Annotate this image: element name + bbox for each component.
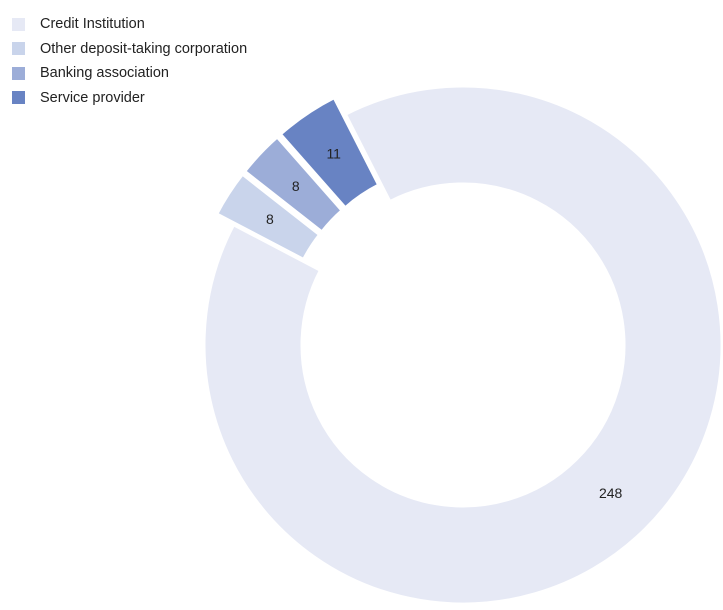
legend-item-credit-institution[interactable]: Credit Institution — [12, 12, 247, 37]
data-label: 8 — [292, 178, 300, 194]
pie-slice-credit-institution[interactable] — [202, 84, 723, 606]
legend-label: Banking association — [40, 65, 169, 82]
legend-swatch — [12, 17, 25, 31]
data-label: 8 — [266, 211, 274, 227]
chart-legend: Credit Institution Other deposit-taking … — [12, 12, 247, 110]
legend-label: Service provider — [40, 89, 145, 106]
pie-slice-other-deposit-taking-corporation[interactable] — [214, 172, 322, 262]
legend-label: Other deposit-taking corporation — [40, 40, 248, 57]
pie-slice-service-provider[interactable] — [278, 95, 381, 210]
data-label: 248 — [599, 485, 623, 501]
legend-label: Credit Institution — [40, 16, 145, 33]
legend-swatch — [12, 42, 25, 56]
pie-slice-banking-association[interactable] — [242, 134, 345, 234]
legend-swatch — [12, 66, 25, 80]
data-label: 11 — [326, 145, 341, 161]
legend-swatch — [12, 91, 25, 105]
legend-item-other-deposit-taking-corporation[interactable]: Other deposit-taking corporation — [12, 37, 247, 62]
legend-item-banking-association[interactable]: Banking association — [12, 61, 247, 86]
legend-item-service-provider[interactable]: Service provider — [12, 86, 247, 111]
